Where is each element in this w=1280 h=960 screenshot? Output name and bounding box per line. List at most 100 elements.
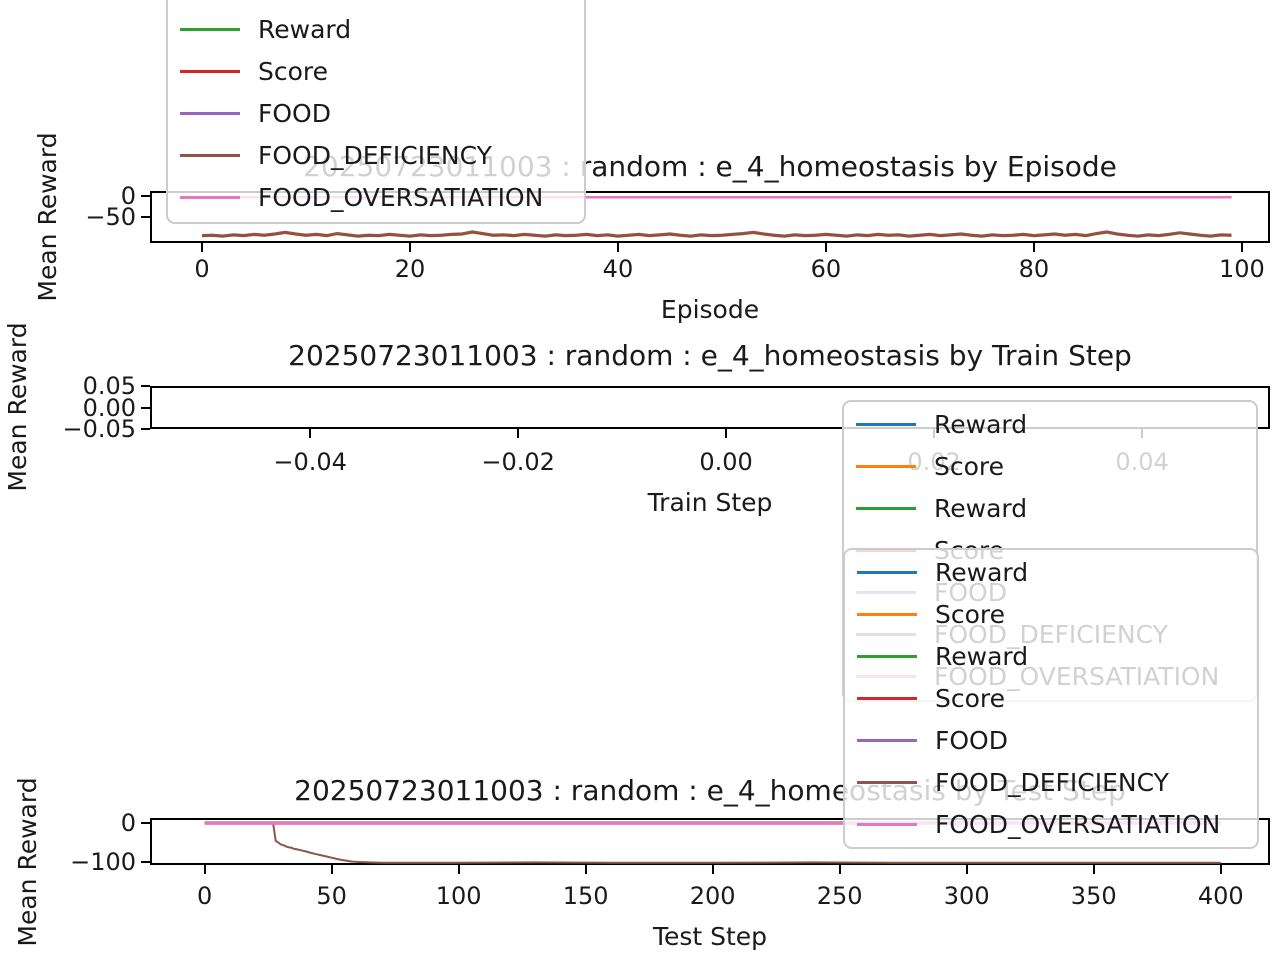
legend-entry: Score (845, 677, 1257, 719)
legend-line-sample-brown (180, 153, 240, 157)
legend-line-sample-brown (857, 780, 917, 784)
x-tick-label: 300 (943, 882, 990, 910)
x-tick-mark (517, 429, 520, 438)
x-tick-mark (203, 865, 206, 874)
x-tick-mark (965, 865, 968, 874)
x-tick-label: 350 (1070, 882, 1117, 910)
legend-line-sample-red (180, 69, 240, 73)
x-tick-mark (1092, 865, 1095, 874)
legend-label: Score (935, 599, 1006, 629)
y-tick-label: 0.05 (82, 372, 136, 400)
legend-entry: Score (845, 593, 1257, 635)
legend-entry: FOOD (168, 92, 584, 134)
y-tick-mark (141, 385, 150, 387)
legend-line-sample-blue (856, 422, 916, 426)
legend-entry: Reward (845, 551, 1257, 593)
legend-entry: Reward (168, 8, 584, 50)
legend-line-sample-red (857, 696, 917, 700)
plot-test-step-y-axis-label: Mean Reward (13, 777, 42, 947)
x-tick-mark (408, 243, 411, 252)
plot-test-step-x-axis-label: Test Step (652, 922, 768, 951)
legend-entry: FOOD_OVERSATIATION (168, 176, 584, 218)
y-tick-mark (141, 860, 150, 863)
x-tick-mark (457, 865, 460, 874)
legend-label: Score (258, 56, 329, 86)
legend-entry: Score (168, 50, 584, 92)
legend-label: Score (935, 683, 1006, 713)
y-tick-label: 0 (120, 182, 136, 211)
legend-entry: FOOD_DEFICIENCY (845, 761, 1257, 803)
y-tick-label: −0.05 (62, 415, 136, 443)
y-tick-mark (141, 195, 150, 198)
legend-line-sample-purple (180, 111, 240, 115)
plot-train-step-y-axis-label: Mean Reward (3, 322, 32, 492)
legend-label: Reward (935, 641, 1029, 671)
legend-entry: Score (844, 445, 1256, 487)
legend-label: FOOD (258, 98, 331, 128)
plot-test-step-area (150, 818, 1270, 865)
x-tick-label: 0.00 (699, 448, 753, 476)
x-tick-mark (1219, 865, 1222, 874)
x-tick-label: −0.04 (273, 448, 347, 476)
x-tick-label: 40 (602, 255, 634, 283)
legend-label: FOOD_OVERSATIATION (258, 182, 544, 212)
y-tick-mark (141, 821, 150, 824)
plot-train-step-title: 20250723011003 : random : e_4_homeostasi… (288, 339, 1132, 372)
legend-line-sample-green (857, 654, 917, 658)
y-tick-label: 0.00 (82, 393, 136, 422)
x-tick-label: 100 (1219, 255, 1265, 283)
legend-line-sample-orange (856, 464, 916, 468)
x-tick-label: 150 (562, 882, 609, 910)
legend-label: Reward (935, 557, 1029, 587)
x-tick-mark (838, 865, 841, 874)
x-tick-mark (824, 243, 827, 252)
legend-label: FOOD_DEFICIENCY (258, 140, 492, 170)
x-tick-label: 0 (196, 882, 213, 910)
x-tick-mark (330, 865, 333, 874)
plot-train-step-x-axis-label: Train Step (647, 488, 773, 517)
x-tick-label: 50 (316, 882, 347, 910)
x-tick-label: 100 (435, 882, 482, 910)
x-tick-label: 20 (394, 255, 426, 283)
x-tick-mark (309, 429, 312, 438)
legend-entry: Reward (844, 487, 1256, 529)
x-tick-mark (616, 243, 619, 252)
legend-label: Reward (934, 493, 1028, 523)
y-tick-mark (141, 216, 150, 218)
x-tick-mark (1032, 243, 1035, 252)
x-tick-mark (584, 865, 587, 874)
legend-entry: Reward (844, 403, 1256, 445)
legend-entry: FOOD (845, 719, 1257, 761)
x-tick-label: 400 (1197, 882, 1244, 910)
legend-line-sample-blue (857, 570, 917, 574)
x-tick-label: 80 (1018, 255, 1050, 283)
legend-label: Score (934, 451, 1005, 481)
x-tick-mark (1240, 243, 1243, 252)
legend-entry: Reward (845, 635, 1257, 677)
x-tick-mark (711, 865, 714, 874)
legend-test-step: Reward Score Reward Score FOOD FOOD_DEFICIENC… (843, 548, 1259, 849)
legend-label: FOOD_DEFICIENCY (935, 767, 1169, 797)
legend-episode: Reward Score FOOD FOOD_DEFICIENCY FOOD_OVERS… (166, 0, 586, 224)
legend-line-sample-green (180, 27, 240, 31)
legend-line-sample-green (856, 506, 916, 510)
legend-label: FOOD_OVERSATIATION (935, 809, 1221, 839)
plot-episode-area (150, 191, 1270, 243)
y-tick-label: −100 (70, 847, 136, 876)
y-tick-mark (141, 428, 150, 430)
x-tick-mark (725, 429, 728, 438)
x-tick-label: 0 (194, 255, 210, 283)
x-tick-label: 60 (810, 255, 842, 283)
legend-entry: FOOD_OVERSATIATION (845, 803, 1257, 845)
x-tick-label: −0.02 (481, 448, 555, 476)
legend-line-sample-pink (857, 822, 917, 826)
x-tick-label: 250 (816, 882, 863, 910)
legend-label: Reward (934, 409, 1028, 439)
legend-line-sample-pink (180, 195, 240, 199)
legend-label: FOOD (935, 725, 1008, 755)
plot-episode-x-axis-label: Episode (660, 295, 760, 324)
x-tick-mark (200, 243, 203, 252)
y-tick-mark (141, 406, 150, 409)
legend-label: Reward (258, 14, 352, 44)
